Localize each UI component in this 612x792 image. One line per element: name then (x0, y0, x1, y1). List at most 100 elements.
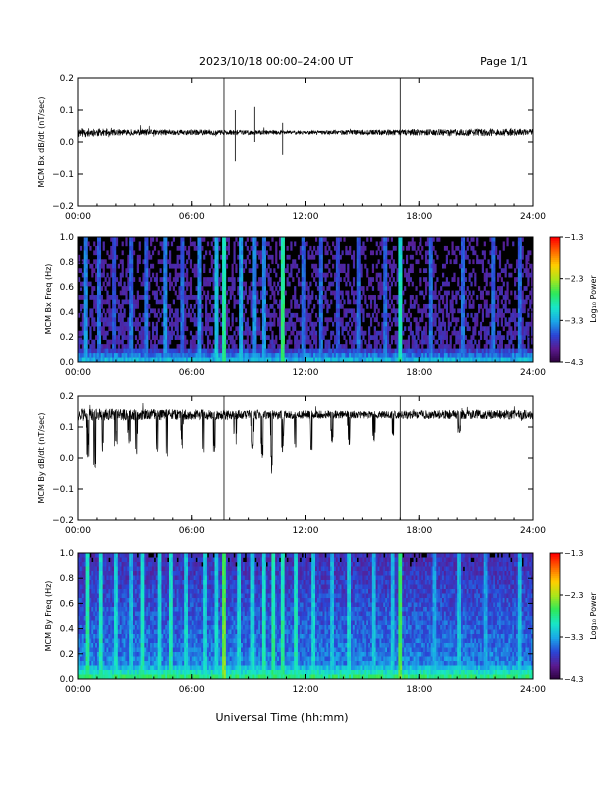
spectrogram-cell (261, 295, 265, 300)
spectrogram-cell (153, 326, 157, 332)
spectrogram-cell (318, 241, 321, 247)
spectrogram-cell (146, 357, 149, 363)
spectrogram-cell (216, 245, 219, 251)
spectrogram-cell (180, 339, 183, 345)
spectrogram-cell (205, 299, 208, 305)
spectrogram-cell (407, 339, 411, 345)
spectrogram-cell (169, 339, 172, 345)
spectrogram-cell (127, 330, 130, 336)
spectrogram-cell (170, 348, 174, 354)
spectrogram-cell (360, 339, 363, 345)
bx-colorbar: −1.3−2.3−3.3−4.3 (549, 233, 583, 367)
spectrogram-cell (235, 263, 238, 269)
spectrogram-cell (457, 277, 460, 282)
spectrogram-cell (360, 330, 363, 336)
spectrogram-cell (225, 303, 229, 309)
spectrogram-cell (286, 308, 289, 314)
spectrogram-cell (216, 263, 219, 269)
spectrogram-cell (527, 321, 530, 327)
spectrogram-cell (390, 348, 394, 354)
spectrogram-cell (335, 295, 339, 300)
spectrogram-cell (489, 353, 492, 358)
spectrogram-cell (112, 566, 115, 572)
spectrogram-cell (142, 330, 145, 336)
spectrogram-cell (390, 335, 394, 340)
spectrogram-cell (172, 357, 175, 363)
spectrogram-cell (93, 571, 96, 576)
spectrogram-cell (95, 652, 98, 657)
spectrogram-cell (129, 317, 132, 323)
spectrogram-cell (167, 335, 170, 340)
spectrogram-cell (303, 272, 306, 278)
spectrogram-cell (150, 263, 153, 269)
spectrogram-cell (189, 357, 193, 363)
spectrogram-cell (241, 295, 244, 300)
spectrogram-cell (186, 259, 189, 265)
spectrogram-cell (197, 317, 200, 323)
spectrogram-cell (170, 321, 174, 327)
spectrogram-cell (428, 321, 431, 327)
spectrogram-cell (504, 353, 507, 358)
spectrogram-cell (157, 357, 160, 363)
spectrogram-cell (337, 245, 340, 251)
spectrogram-cell (445, 353, 448, 358)
spectrogram-cell (517, 344, 521, 349)
spectrogram-cell (254, 281, 257, 287)
spectrogram-cell (123, 299, 126, 305)
spectrogram-cell (324, 357, 327, 363)
spectrogram-cell (178, 295, 181, 300)
spectrogram-cell (284, 312, 287, 318)
spectrogram-cell (159, 357, 162, 363)
spectrogram-cell (252, 245, 255, 251)
spectrogram-cell (102, 353, 105, 358)
spectrogram-cell (398, 303, 401, 309)
spectrogram-cell (417, 326, 420, 332)
spectrogram-cell (100, 303, 103, 309)
spectrogram-cell (91, 348, 94, 354)
spectrogram-cell (254, 344, 257, 349)
spectrogram-cell (83, 557, 86, 563)
spectrogram-cell (83, 629, 86, 635)
spectrogram-cell (451, 357, 454, 363)
spectrogram-cell (356, 286, 359, 291)
spectrogram-cell (136, 303, 139, 309)
spectrogram-cell (460, 312, 464, 318)
spectrogram-cell (165, 321, 168, 327)
spectrogram-cell (356, 299, 359, 305)
spectrogram-cell (292, 321, 295, 327)
spectrogram-cell (358, 277, 361, 282)
spectrogram-cell (218, 308, 221, 314)
spectrogram-cell (375, 241, 378, 247)
spectrogram-cell (383, 290, 386, 296)
spectrogram-cell (352, 335, 356, 340)
spectrogram-cell (223, 277, 227, 282)
spectrogram-cell (125, 357, 128, 363)
spectrogram-cell (93, 344, 96, 349)
spectrogram-cell (345, 348, 348, 354)
spectrogram-cell (432, 335, 435, 340)
spectrogram-cell (153, 308, 157, 314)
spectrogram-cell (369, 281, 373, 287)
spectrogram-cell (102, 335, 105, 340)
spectrogram-cell (311, 348, 314, 354)
spectrogram-cell (493, 286, 496, 291)
spectrogram-cell (223, 259, 227, 265)
spectrogram-cell (451, 308, 454, 314)
spectrogram-cell (296, 263, 299, 269)
spectrogram-cell (278, 237, 282, 242)
spectrogram-cell (241, 344, 244, 349)
spectrogram-cell (102, 598, 105, 603)
spectrogram-cell (421, 344, 424, 349)
spectrogram-cell (252, 317, 255, 323)
spectrogram-cell (360, 303, 363, 309)
spectrogram-cell (85, 268, 88, 274)
spectrogram-cell (112, 620, 115, 626)
spectrogram-cell (197, 290, 200, 296)
spectrogram-cell (398, 339, 401, 345)
spectrogram-cell (98, 620, 102, 626)
spectrogram-cell (303, 250, 306, 256)
spectrogram-cell (337, 339, 340, 345)
spectrogram-cell (434, 286, 437, 291)
spectrogram-cell (91, 317, 94, 323)
spectrogram-cell (466, 326, 469, 332)
